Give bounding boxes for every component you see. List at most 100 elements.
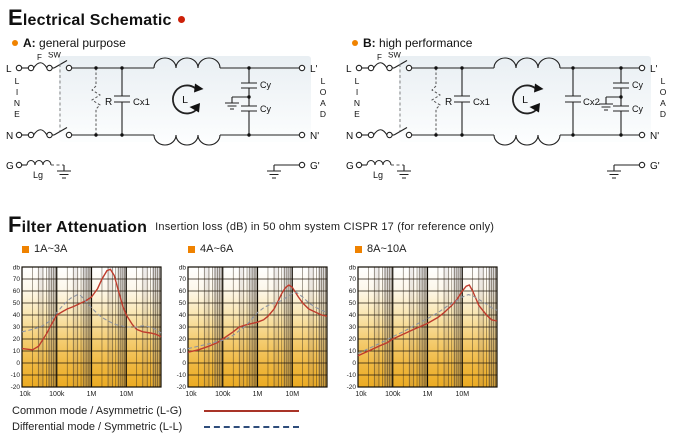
label-load-4: D bbox=[660, 109, 666, 119]
series-differential-mode bbox=[187, 291, 328, 350]
svg-text:10M: 10M bbox=[455, 391, 469, 398]
svg-text:-10: -10 bbox=[347, 372, 357, 379]
square-bullet-icon bbox=[188, 246, 195, 253]
arrowhead-bottom bbox=[529, 103, 540, 113]
terminal-n bbox=[15, 131, 23, 139]
label-fuse: F bbox=[37, 53, 42, 62]
svg-text:70: 70 bbox=[13, 276, 21, 283]
y-axis-labels: db 70 60 50 40 30 20 10 0 -10 -20 bbox=[177, 265, 187, 392]
svg-text:30: 30 bbox=[349, 324, 357, 331]
bullet-b-icon bbox=[352, 40, 358, 46]
label-l-out: L' bbox=[310, 64, 318, 75]
svg-text:100k: 100k bbox=[385, 391, 401, 398]
label-cy-bottom: Cy bbox=[260, 104, 271, 114]
svg-text:1M: 1M bbox=[423, 391, 433, 398]
section1-title-text: Electrical Schematic bbox=[8, 5, 172, 30]
bullet-a-icon bbox=[12, 40, 18, 46]
svg-text:0: 0 bbox=[182, 360, 186, 367]
label-choke: L bbox=[522, 94, 528, 106]
y-axis-labels: db 70 60 50 40 30 20 10 0 -10 -20 bbox=[347, 265, 357, 392]
svg-text:10k: 10k bbox=[19, 391, 31, 398]
square-bullet-icon bbox=[22, 246, 29, 253]
legend-line-solid-icon bbox=[204, 410, 299, 412]
label-line-1: L bbox=[355, 76, 360, 86]
terminal-g bbox=[15, 161, 23, 169]
svg-text:-20: -20 bbox=[11, 384, 21, 391]
attenuation-chart-4a-6a: db 70 60 50 40 30 20 10 0 -10 -20 10k 100k 1M 10M bbox=[173, 260, 331, 398]
label-line-2: I bbox=[356, 87, 358, 97]
svg-text:20: 20 bbox=[13, 336, 21, 343]
terminal-l-out bbox=[638, 64, 646, 72]
section2-subtitle: Insertion loss (dB) in 50 ohm system CIS… bbox=[155, 221, 495, 233]
svg-text:db: db bbox=[349, 265, 357, 272]
svg-text:10M: 10M bbox=[119, 391, 133, 398]
cap-x2-symbol bbox=[565, 68, 581, 135]
lg-coil bbox=[366, 159, 392, 166]
svg-text:-10: -10 bbox=[177, 372, 187, 379]
label-lg: Lg bbox=[33, 170, 43, 180]
svg-text:100k: 100k bbox=[49, 391, 65, 398]
label-n: N bbox=[6, 131, 13, 142]
label-g-out: G' bbox=[310, 161, 320, 172]
svg-text:10k: 10k bbox=[185, 391, 197, 398]
section2-title-text: Filter Attenuation bbox=[8, 212, 148, 237]
svg-text:30: 30 bbox=[13, 324, 21, 331]
terminal-l bbox=[15, 64, 23, 72]
svg-text:10: 10 bbox=[13, 348, 21, 355]
lg-coil bbox=[26, 159, 52, 166]
choke-coil-top bbox=[153, 57, 221, 69]
schematic-b-diagram: L N G F SW L I N E R Cx1 Cx2 L Cy Cy Lg … bbox=[346, 52, 667, 180]
svg-text:20: 20 bbox=[179, 336, 187, 343]
terminal-g bbox=[355, 161, 363, 169]
svg-text:10k: 10k bbox=[355, 391, 367, 398]
resistor-symbol bbox=[91, 68, 101, 135]
svg-text:db: db bbox=[13, 265, 21, 272]
x-axis-labels: 10k 100k 1M 10M bbox=[355, 391, 469, 398]
grid-major bbox=[187, 266, 328, 388]
resistor-symbol bbox=[431, 68, 441, 135]
label-line-3: N bbox=[14, 98, 20, 108]
label-l: L bbox=[6, 64, 12, 75]
fuse-contact bbox=[27, 64, 35, 72]
label-g-out: G' bbox=[650, 161, 660, 172]
label-load-4: D bbox=[320, 109, 326, 119]
svg-text:40: 40 bbox=[13, 312, 21, 319]
label-lg: Lg bbox=[373, 170, 383, 180]
label-choke: L bbox=[182, 94, 188, 106]
label-n-out: N' bbox=[650, 131, 659, 142]
label-cx1: Cx1 bbox=[133, 97, 150, 108]
svg-text:10: 10 bbox=[349, 348, 357, 355]
choke-rotation-arrow bbox=[172, 84, 199, 115]
attenuation-chart-8a-10a: db 70 60 50 40 30 20 10 0 -10 -20 10k 100k 1M 10M bbox=[343, 260, 501, 398]
cap-y-ground-icon bbox=[599, 96, 621, 111]
svg-text:0: 0 bbox=[352, 360, 356, 367]
svg-text:70: 70 bbox=[349, 276, 357, 283]
label-n: N bbox=[346, 131, 353, 142]
terminal-n bbox=[355, 131, 363, 139]
svg-text:0: 0 bbox=[16, 360, 20, 367]
label-load-1: L bbox=[661, 76, 666, 86]
attenuation-chart-1a-3a: db 70 60 50 40 30 20 10 0 -10 -20 10k 100k 1M 10M bbox=[7, 260, 165, 398]
svg-text:20: 20 bbox=[349, 336, 357, 343]
label-line-4: E bbox=[14, 109, 20, 119]
terminal-g-out bbox=[298, 161, 306, 169]
terminal-l bbox=[355, 64, 363, 72]
label-cx2: Cx2 bbox=[583, 97, 600, 108]
label-line-1: L bbox=[15, 76, 20, 86]
schematic-a-diagram: L N G F SW L I N E R Cx1 L Cy Cy Lg L' N… bbox=[6, 52, 327, 180]
schematic-a-prefix: A: bbox=[23, 36, 36, 50]
svg-text:100k: 100k bbox=[215, 391, 231, 398]
filter-attenuation-title: Filter Attenuation Insertion loss (dB) in… bbox=[8, 212, 494, 238]
chart-label-1a-3a: 1A~3A bbox=[22, 243, 67, 255]
series-common-mode bbox=[21, 268, 162, 351]
svg-text:60: 60 bbox=[179, 288, 187, 295]
chart-legend: Common mode / Asymmetric (L-G) Different… bbox=[12, 403, 299, 435]
label-line-4: E bbox=[354, 109, 360, 119]
label-load-3: A bbox=[320, 98, 326, 108]
label-load-2: O bbox=[320, 87, 327, 97]
title-dot-icon bbox=[177, 16, 185, 23]
label-l: L bbox=[346, 64, 352, 75]
